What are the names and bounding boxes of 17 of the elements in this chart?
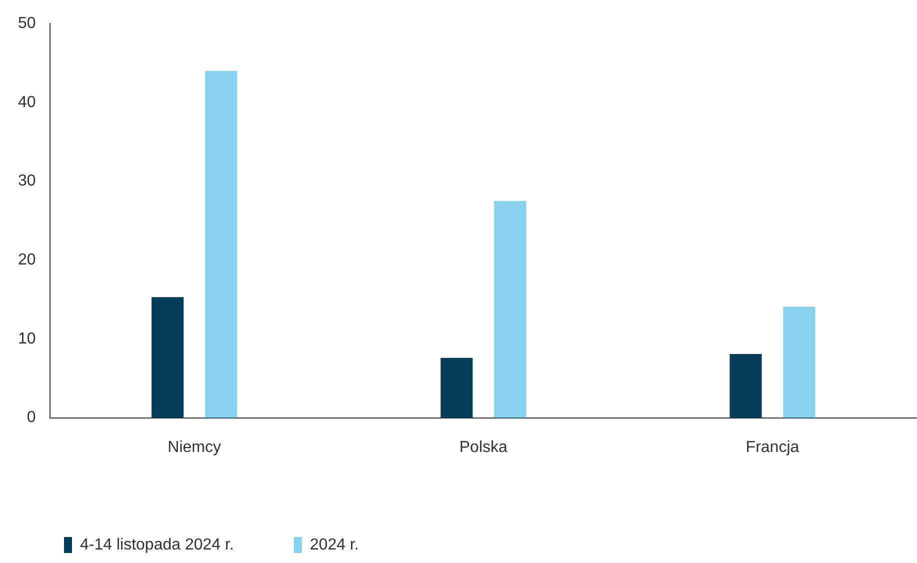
bar	[783, 306, 816, 418]
bar	[205, 70, 238, 418]
bar	[440, 358, 473, 418]
legend-label: 4-14 listopada 2024 r.	[80, 536, 234, 554]
bar	[730, 354, 762, 418]
y-tick-label: 20	[18, 252, 36, 269]
x-tick-label: Francja	[746, 438, 800, 456]
legend-label: 2024 r.	[310, 536, 359, 554]
y-tick-label: 10	[18, 330, 36, 348]
y-tick-label: 50	[18, 15, 36, 32]
y-tick-label: 40	[18, 94, 36, 111]
y-tick-label: 30	[18, 172, 36, 190]
bar	[494, 200, 526, 418]
bar	[152, 297, 184, 418]
y-tick-label: 0	[26, 409, 36, 426]
x-tick-label: Polska	[459, 438, 508, 456]
x-tick-label: Niemcy	[168, 438, 222, 456]
